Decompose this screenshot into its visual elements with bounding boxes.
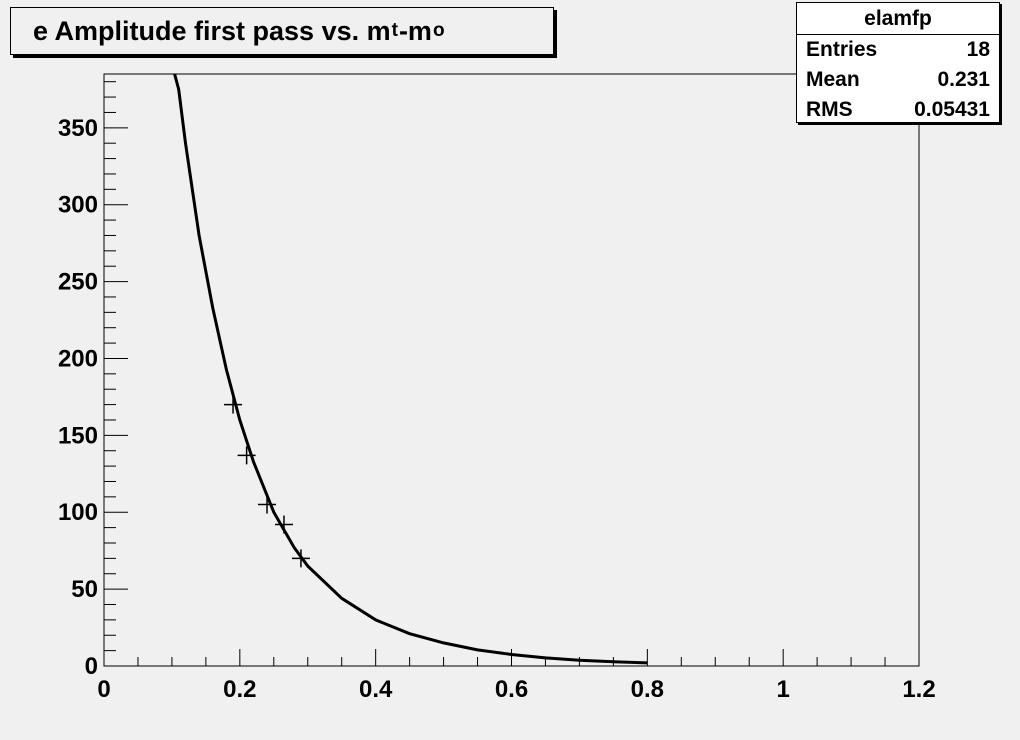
x-tick-label: 1 — [776, 676, 789, 703]
stats-label: Mean — [806, 68, 860, 91]
x-tick-label: 0 — [97, 676, 110, 703]
title-sub-o: o — [432, 20, 445, 41]
y-tick-label: 0 — [85, 653, 98, 680]
x-tick-label: 0.2 — [223, 676, 256, 703]
y-tick-label: 250 — [58, 269, 98, 296]
stats-value: 18 — [966, 38, 990, 61]
data-point — [291, 549, 310, 568]
stats-value: 0.231 — [937, 68, 990, 91]
title-sub-t: t — [391, 20, 398, 41]
y-tick-label: 350 — [58, 115, 98, 142]
x-tick-label: 0.8 — [631, 676, 664, 703]
stats-box-title: elamfp — [797, 3, 999, 35]
stats-value: 0.05431 — [914, 98, 990, 121]
fit-curve — [173, 73, 648, 665]
title-mid: -m — [398, 15, 432, 46]
stats-label: Entries — [806, 38, 878, 61]
data-point — [274, 515, 293, 534]
x-tick-label: 0.4 — [359, 676, 393, 703]
title-prefix: e Amplitude first pass vs. m — [33, 15, 391, 46]
x-tick-label: 0.6 — [495, 676, 528, 703]
y-tick-label: 50 — [71, 576, 98, 603]
axis-tick-labels: 0 0.2 0.4 0.6 0.8 1 1.2 0 50 100 150 200 250 300 350 — [58, 115, 936, 703]
y-tick-label: 200 — [58, 345, 98, 372]
plot-frame — [103, 73, 920, 667]
y-tick-label: 150 — [58, 422, 98, 449]
y-tick-label: 300 — [58, 192, 98, 219]
data-point — [237, 446, 256, 465]
x-tick-label: 1.2 — [902, 676, 935, 703]
stats-row-entries: Entries 18 — [797, 35, 999, 65]
plot-title: e Amplitude first pass vs. m t -m o — [10, 7, 554, 55]
stats-label: RMS — [806, 98, 853, 121]
data-point — [224, 395, 243, 414]
data-markers — [224, 395, 310, 568]
stats-row-mean: Mean 0.231 — [797, 65, 999, 95]
stats-box: elamfp Entries 18 Mean 0.231 RMS 0.05431 — [796, 2, 1000, 123]
data-point — [258, 495, 276, 514]
stats-row-rms: RMS 0.05431 — [797, 95, 999, 125]
axis-ticks — [103, 81, 920, 667]
y-tick-label: 100 — [58, 499, 98, 526]
